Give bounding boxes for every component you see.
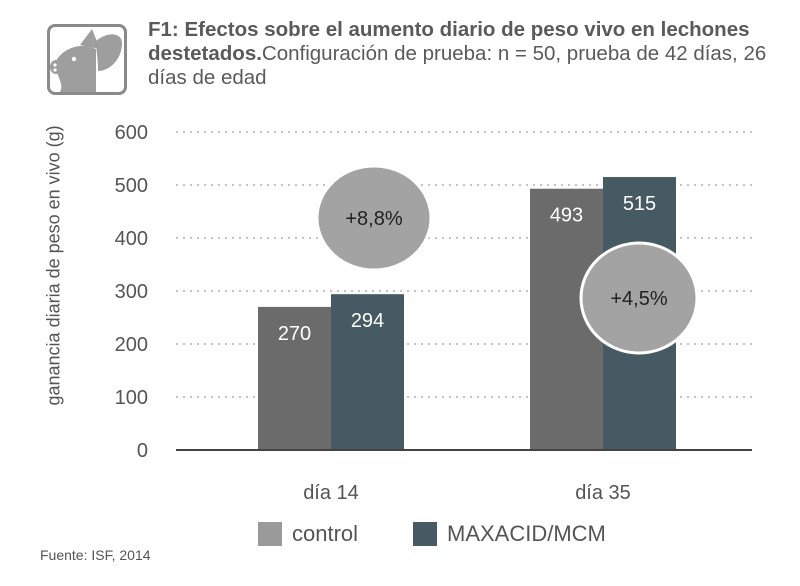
- bar-value-label: 493: [550, 205, 583, 227]
- y-tick-label: 200: [115, 334, 148, 356]
- y-tick-label: 600: [115, 122, 148, 144]
- bar: [258, 306, 331, 450]
- chart-title: F1: Efectos sobre el aumento diario de p…: [148, 18, 788, 90]
- pig-icon: [50, 29, 122, 92]
- bar-value-label: 270: [278, 323, 311, 345]
- legend-swatch-control: [258, 522, 282, 546]
- legend-swatch-maxacid: [413, 522, 437, 546]
- source-note: Fuente: ISF, 2014: [40, 547, 151, 563]
- annotation-bubble: [579, 241, 699, 355]
- y-tick-label: 100: [115, 387, 148, 409]
- x-tick-label: día 14: [303, 482, 359, 504]
- bar: [331, 294, 404, 450]
- bar-value-label: 294: [351, 310, 384, 332]
- y-tick-label: 500: [115, 175, 148, 197]
- bar-value-label: 515: [623, 193, 656, 215]
- legend-label-maxacid: MAXACID/MCM: [447, 521, 606, 546]
- legend-label-control: control: [292, 521, 359, 546]
- annotation-bubble: [315, 164, 433, 272]
- annotation-label: +8,8%: [345, 208, 402, 230]
- pig-icon-box: [47, 24, 127, 95]
- x-tick-label: día 35: [575, 482, 631, 504]
- y-tick-label: 400: [115, 228, 148, 250]
- title-bold: F1: Efectos sobre el aumento diario de p…: [148, 18, 750, 65]
- annotation-label: +4,5%: [610, 288, 667, 310]
- y-tick-label: 300: [115, 281, 148, 303]
- y-tick-label: 0: [137, 440, 148, 462]
- title-rest: Configuración de prueba: n = 50, prueba …: [148, 42, 767, 89]
